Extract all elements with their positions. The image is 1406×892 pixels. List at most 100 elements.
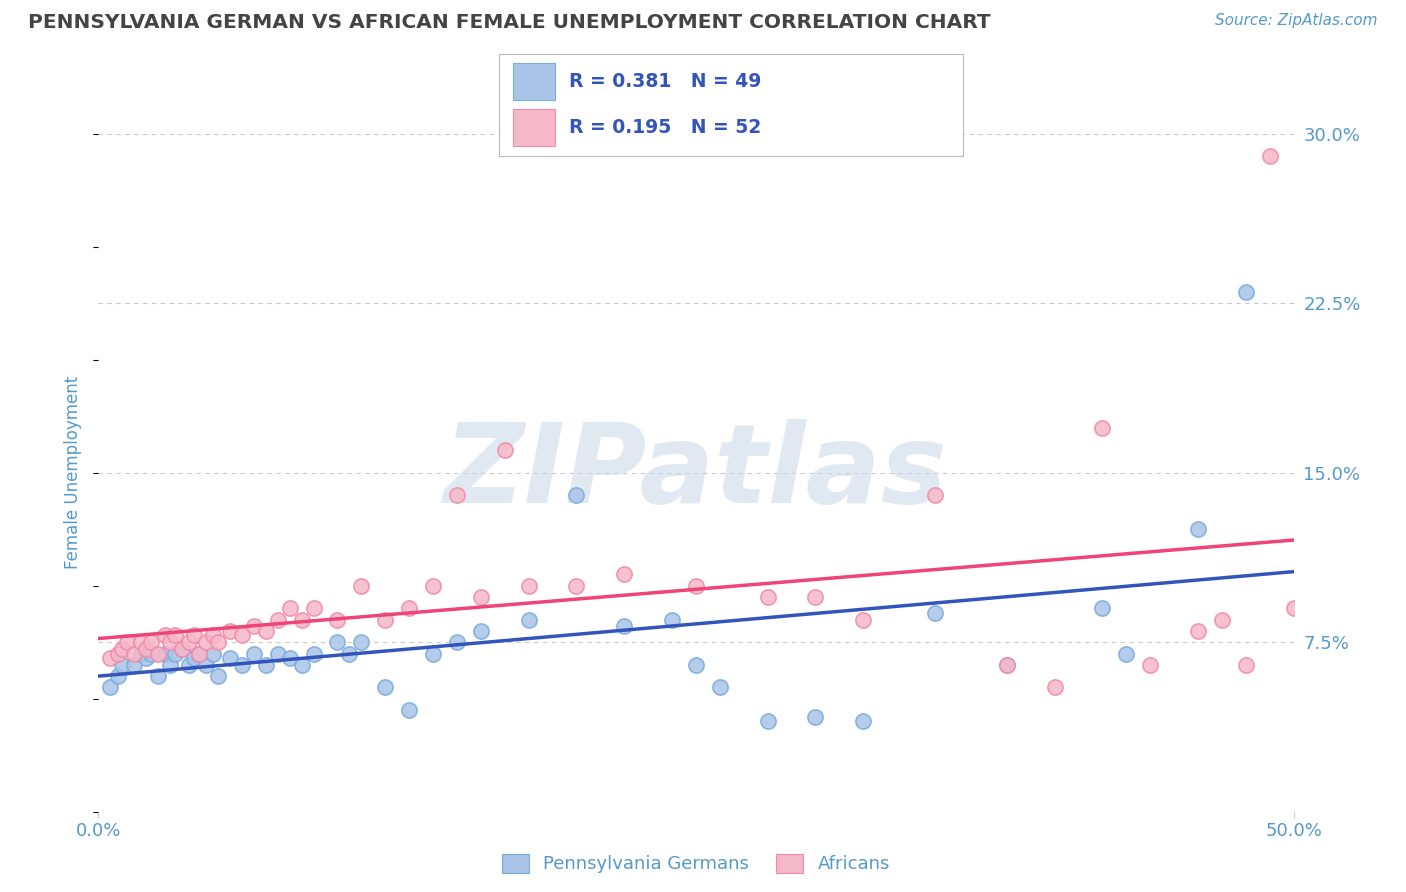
Point — [139, 647, 162, 661]
Point — [231, 657, 253, 672]
Point — [1091, 420, 1114, 434]
Point — [852, 714, 875, 729]
Point — [995, 657, 1018, 672]
Point — [219, 624, 242, 638]
Point — [135, 642, 157, 657]
Point — [194, 635, 218, 649]
Point — [172, 642, 194, 657]
Point — [231, 628, 253, 642]
Bar — [513, 62, 555, 100]
Point — [446, 488, 468, 502]
Point — [302, 601, 325, 615]
Bar — [513, 109, 555, 145]
Point — [398, 703, 420, 717]
Point — [326, 613, 349, 627]
Point — [107, 647, 129, 661]
Point — [422, 647, 444, 661]
Point — [756, 714, 779, 729]
Point — [131, 635, 153, 649]
Point — [852, 613, 875, 627]
Text: R = 0.381   N = 49: R = 0.381 N = 49 — [568, 71, 761, 91]
Point — [1187, 522, 1209, 536]
Point — [1043, 681, 1066, 695]
Point — [155, 647, 177, 661]
Point — [422, 579, 444, 593]
Point — [243, 619, 266, 633]
Point — [291, 613, 314, 627]
Point — [139, 635, 162, 649]
Point — [804, 590, 827, 604]
Point — [1234, 285, 1257, 299]
Point — [148, 647, 170, 661]
Text: PENNSYLVANIA GERMAN VS AFRICAN FEMALE UNEMPLOYMENT CORRELATION CHART: PENNSYLVANIA GERMAN VS AFRICAN FEMALE UN… — [28, 13, 991, 32]
Point — [183, 628, 205, 642]
Point — [661, 613, 683, 627]
Point — [179, 657, 201, 672]
Point — [374, 613, 396, 627]
Point — [350, 579, 373, 593]
Point — [339, 647, 360, 661]
Point — [163, 647, 186, 661]
Point — [374, 681, 396, 695]
Point — [291, 657, 314, 672]
Point — [804, 710, 827, 724]
Text: ZIPatlas: ZIPatlas — [444, 419, 948, 526]
Point — [187, 647, 209, 661]
Point — [135, 651, 157, 665]
Point — [243, 647, 266, 661]
Point — [111, 642, 134, 657]
Point — [685, 657, 707, 672]
Point — [111, 657, 134, 672]
Point — [187, 647, 209, 661]
Point — [278, 651, 301, 665]
Point — [159, 657, 181, 672]
Text: Source: ZipAtlas.com: Source: ZipAtlas.com — [1215, 13, 1378, 29]
Point — [470, 624, 492, 638]
Point — [267, 647, 290, 661]
Y-axis label: Female Unemployment: Female Unemployment — [65, 376, 83, 569]
Point — [202, 628, 225, 642]
Point — [98, 681, 122, 695]
Point — [995, 657, 1018, 672]
Point — [131, 647, 153, 661]
Point — [1258, 149, 1281, 163]
Legend: Pennsylvania Germans, Africans: Pennsylvania Germans, Africans — [495, 847, 897, 880]
Point — [517, 613, 540, 627]
Point — [254, 657, 277, 672]
Point — [207, 635, 229, 649]
Point — [398, 601, 420, 615]
Point — [207, 669, 229, 683]
Point — [613, 567, 636, 582]
Point — [924, 606, 946, 620]
Point — [517, 579, 540, 593]
Point — [470, 590, 492, 604]
Point — [172, 642, 194, 657]
Point — [302, 647, 325, 661]
Point — [98, 651, 122, 665]
Text: R = 0.195   N = 52: R = 0.195 N = 52 — [568, 118, 761, 136]
Point — [446, 635, 468, 649]
Point — [1234, 657, 1257, 672]
Point — [124, 657, 146, 672]
Point — [1187, 624, 1209, 638]
Point — [115, 635, 138, 649]
Point — [924, 488, 946, 502]
Point — [219, 651, 242, 665]
Point — [613, 619, 636, 633]
Point — [278, 601, 301, 615]
Point — [350, 635, 373, 649]
Point — [107, 669, 129, 683]
Point — [148, 669, 170, 683]
Point — [202, 647, 225, 661]
Point — [1091, 601, 1114, 615]
Point — [163, 628, 186, 642]
Point — [267, 613, 290, 627]
Point — [194, 657, 218, 672]
Point — [756, 590, 779, 604]
Point — [124, 647, 146, 661]
Point — [179, 635, 201, 649]
Point — [183, 651, 205, 665]
Point — [1211, 613, 1233, 627]
Point — [1282, 601, 1305, 615]
Point — [1115, 647, 1137, 661]
